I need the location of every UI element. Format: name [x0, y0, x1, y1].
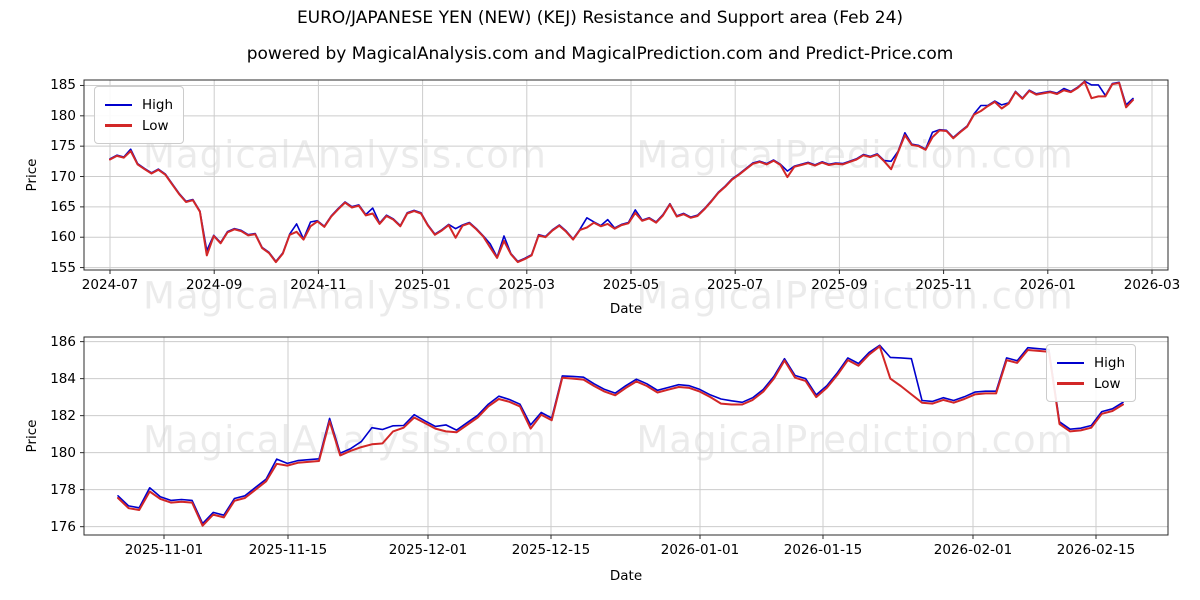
- legend-entry-high: High: [1057, 352, 1125, 373]
- x-tick-label: 2026-01-15: [783, 542, 863, 558]
- y-tick-label: 184: [50, 370, 76, 387]
- watermark-analysis-top: MagicalAnalysis.com: [143, 133, 547, 177]
- x-tick-label: 2025-03: [498, 277, 555, 293]
- watermark-prediction-bottom: MagicalPrediction.com: [636, 418, 1074, 462]
- watermark-prediction-mid: MagicalPrediction.com: [636, 274, 1074, 318]
- high-series-line-chart1: [109, 80, 1134, 263]
- legend-label-low: Low: [1094, 375, 1121, 392]
- low-series-line-chart1: [109, 80, 1134, 264]
- x-tick-label: 2025-09: [811, 277, 868, 293]
- high-line-swatch: [1057, 361, 1084, 364]
- legend-label-low: Low: [142, 117, 169, 134]
- legend-label-high: High: [1094, 354, 1126, 371]
- x-tick-label: 2026-02-15: [1056, 542, 1136, 558]
- y-tick-label: 160: [50, 229, 76, 246]
- x-tick-label: 2025-07: [706, 277, 764, 293]
- legend-bottom-chart: High Low: [1046, 344, 1137, 402]
- y-tick-label: 165: [50, 198, 76, 215]
- legend-entry-high: High: [105, 94, 173, 115]
- legend-entry-low: Low: [105, 115, 173, 136]
- x-axis-label-bottom: Date: [609, 568, 643, 584]
- low-line-swatch: [105, 124, 132, 127]
- x-tick-label: 2024-09: [185, 277, 243, 293]
- y-tick-label: 180: [50, 444, 76, 461]
- x-tick-label: 2026-01-01: [660, 542, 740, 558]
- x-tick-label: 2026-01: [1019, 277, 1076, 293]
- y-tick-label: 170: [50, 168, 76, 185]
- x-tick-label: 2025-01: [394, 277, 451, 293]
- chart-subtitle: powered by MagicalAnalysis.com and Magic…: [246, 44, 954, 64]
- x-tick-label: 2025-05: [602, 277, 660, 293]
- y-tick-label: 175: [50, 138, 76, 155]
- legend-label-high: High: [142, 96, 174, 113]
- y-tick-label: 176: [50, 518, 76, 535]
- watermark-prediction-top: MagicalPrediction.com: [636, 133, 1074, 177]
- x-tick-label: 2025-12-01: [388, 542, 468, 558]
- y-tick-label: 155: [50, 259, 76, 276]
- x-tick-label: 2024-11: [290, 277, 347, 293]
- legend-entry-low: Low: [1057, 373, 1125, 394]
- x-tick-label: 2025-12-15: [511, 542, 591, 558]
- y-tick-label: 178: [50, 481, 76, 498]
- low-line-swatch: [1057, 382, 1084, 385]
- x-tick-label: 2025-11: [915, 277, 972, 293]
- y-tick-label: 182: [50, 407, 76, 424]
- x-tick-label: 2026-02-01: [933, 542, 1013, 558]
- high-line-swatch: [105, 103, 132, 106]
- y-tick-label: 180: [50, 107, 76, 124]
- watermark-analysis-mid: MagicalAnalysis.com: [143, 274, 547, 318]
- low-series-line-chart2: [117, 345, 1124, 527]
- x-tick-label: 2025-11-01: [124, 542, 204, 558]
- x-tick-label: 2025-11-15: [248, 542, 328, 558]
- x-tick-label: 2024-07: [81, 277, 139, 293]
- chart-title: EURO/JAPANESE YEN (NEW) (KEJ) Resistance…: [296, 8, 904, 28]
- high-series-line-chart2: [117, 344, 1124, 525]
- x-axis-label-top: Date: [609, 301, 643, 317]
- y-axis-label-bottom: Price: [24, 419, 40, 453]
- y-tick-label: 186: [50, 333, 76, 350]
- legend-top-chart: High Low: [94, 86, 185, 144]
- y-axis-label-top: Price: [24, 158, 40, 192]
- y-tick-label: 185: [50, 77, 76, 94]
- x-tick-label: 2026-03: [1123, 277, 1181, 293]
